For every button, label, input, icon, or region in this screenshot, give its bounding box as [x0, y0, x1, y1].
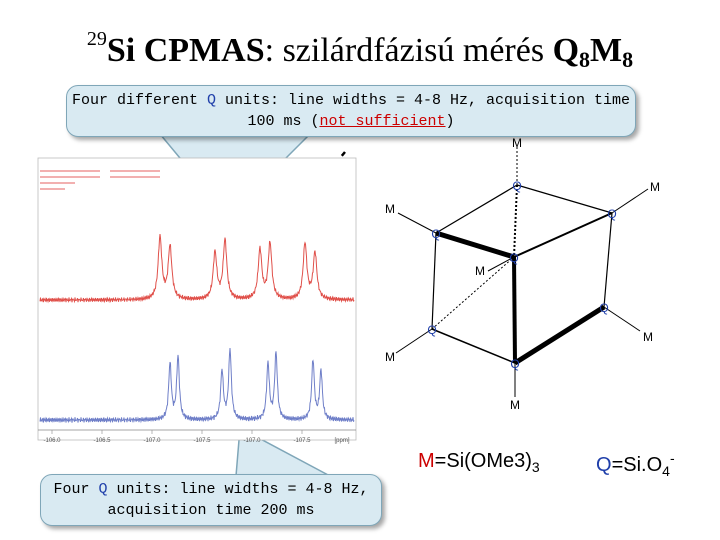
q-label: Q: [607, 207, 616, 221]
callout-text: acquisition time 200 ms: [107, 502, 315, 519]
spectrum-header-text: [40, 170, 160, 190]
m-label: M: [650, 180, 660, 194]
m-letter: M: [418, 450, 435, 472]
technique: CPMAS: [143, 32, 265, 69]
x-tick-label: -107.0: [143, 438, 161, 444]
q-label: Q: [512, 179, 521, 193]
m-label: M: [512, 136, 522, 150]
formula-q-sub: 8: [579, 47, 591, 72]
q-def-sup: -: [669, 450, 675, 466]
q-label: Q: [427, 323, 436, 337]
q-highlight: Q: [98, 481, 108, 498]
not-sufficient-text: not sufficient: [319, 113, 446, 130]
callout-text: units: line widths = 4-8 Hz,: [107, 481, 369, 498]
m-definition: M=Si(OMe3)3: [418, 450, 540, 475]
x-axis-ticks: -106.0 -106.5 -107.0 -107.5 -107.0 -107.5 [ppm…: [43, 430, 350, 444]
callout-text: Four: [53, 481, 99, 498]
x-tick-label: -107.0: [243, 438, 261, 444]
callout-text: 100 ms (: [247, 113, 320, 130]
q-label: Q: [509, 251, 518, 265]
m-label: M: [510, 398, 520, 412]
formula-m: M: [590, 32, 623, 69]
spectrum-trace-upper: [39, 234, 355, 304]
nmr-spectrum: -106.0 -106.5 -107.0 -107.5 -107.0 -107.5 [ppm…: [37, 157, 357, 444]
nucleus: Si: [106, 32, 136, 69]
top-callout: Four different Q units: line widths = 4-…: [66, 85, 636, 137]
q-label: Q: [510, 357, 519, 371]
title-rest: : szilárdfázisú mérés: [264, 32, 553, 69]
q-highlight: Q: [206, 92, 216, 109]
callout-text: units: line widths = 4-8 Hz, acquisition…: [215, 92, 631, 109]
callout-text: Four different: [71, 92, 207, 109]
m-label: M: [385, 202, 395, 216]
formula-q: Q: [552, 32, 580, 69]
m-def-sub: 3: [531, 459, 540, 475]
bottom-callout: Four Q units: line widths = 4-8 Hz, acqu…: [40, 474, 382, 526]
q-label: Q: [431, 227, 440, 241]
x-tick-label: -107.5: [193, 438, 211, 444]
m-label: M: [385, 350, 395, 364]
spectrum-trace-lower: [39, 347, 355, 424]
isotope-superscript: 29: [86, 28, 107, 50]
q-letter: Q: [596, 454, 612, 476]
x-axis-unit: [ppm]: [334, 438, 349, 444]
x-tick-label: -107.5: [293, 438, 311, 444]
q-def-sub: 4: [662, 463, 670, 479]
slide-title: 29Si CPMAS: szilárdfázisú mérés Q8M8: [0, 28, 720, 73]
callout-text: ): [445, 113, 455, 130]
q-def: =Si.O: [611, 454, 663, 476]
q-definition: Q=Si.O4-: [596, 450, 675, 479]
m-label: M: [475, 264, 485, 278]
m-def: =Si(OMe3): [434, 450, 532, 472]
x-tick-label: -106.5: [93, 438, 111, 444]
formula-m-sub: 8: [622, 47, 634, 72]
x-tick-label: -106.0: [43, 438, 61, 444]
q-label: Q: [599, 301, 608, 315]
m-label: M: [643, 330, 653, 344]
q8m8-structure: Q Q Q Q Q Q Q M M M M M M M: [385, 136, 660, 412]
